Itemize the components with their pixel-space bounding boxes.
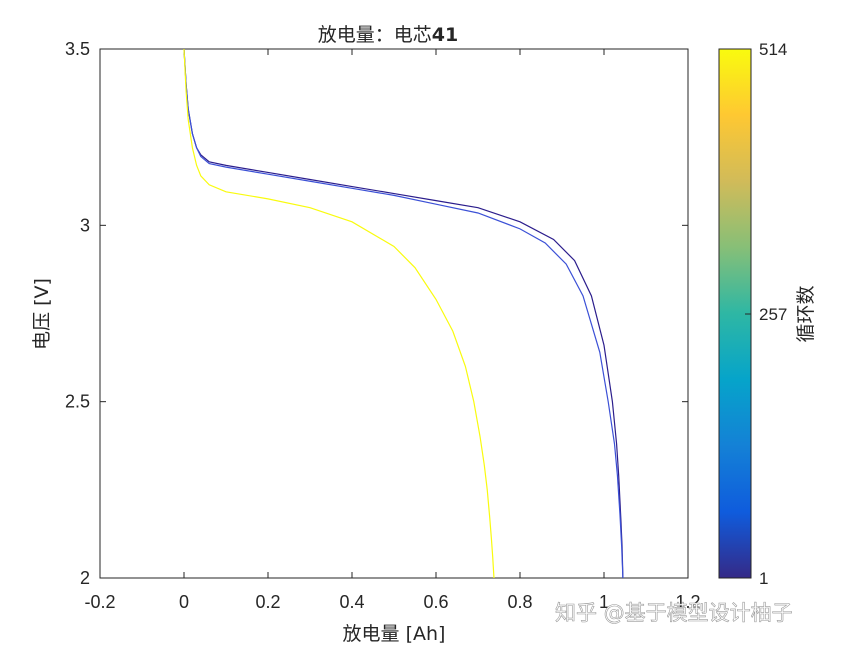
x-tick-label: 0.6	[423, 592, 448, 612]
colorbar-gradient	[718, 48, 752, 579]
y-tick-label: 2.5	[65, 392, 90, 412]
y-tick-label: 2	[80, 568, 90, 588]
x-tick-label: 1	[599, 592, 609, 612]
watermark-text: 知乎 @基于模型设计柚子	[555, 601, 793, 625]
series-line-cycle-60	[183, 48, 624, 579]
y-tick-label: 3	[80, 215, 90, 235]
series-line-cycle-514	[183, 48, 495, 579]
x-tick-label: 0.4	[339, 592, 364, 612]
plot-area	[99, 48, 689, 579]
x-tick-label: 0.2	[255, 592, 280, 612]
colorbar-tick-label: 514	[759, 40, 787, 59]
x-tick-label: 0.8	[507, 592, 532, 612]
colorbar-tick-label: 1	[759, 569, 768, 588]
x-axis-label: 放电量 [Ah]	[343, 623, 446, 645]
y-axis-label: 电压 [V]	[31, 278, 53, 350]
colorbar-ticks: 1 257 514	[745, 40, 787, 588]
x-tick-label: 0	[179, 592, 189, 612]
colorbar-label: 循环数	[795, 285, 817, 342]
y-tick-label: 3.5	[65, 39, 90, 59]
x-tick-label: 1.2	[675, 592, 700, 612]
colorbar-tick-label: 257	[759, 305, 787, 324]
y-axis-ticks: 2 2.5 3 3.5	[65, 39, 688, 588]
chart-title: 放电量：电芯41	[318, 24, 458, 46]
chart-title-bold: 41	[432, 24, 458, 46]
x-tick-label: -0.2	[84, 592, 115, 612]
data-series	[183, 48, 624, 579]
x-axis-ticks: -0.2 0 0.2 0.4 0.6 0.8 1 1.2	[84, 49, 701, 612]
chart-title-text: 放电量：电芯	[318, 24, 432, 46]
